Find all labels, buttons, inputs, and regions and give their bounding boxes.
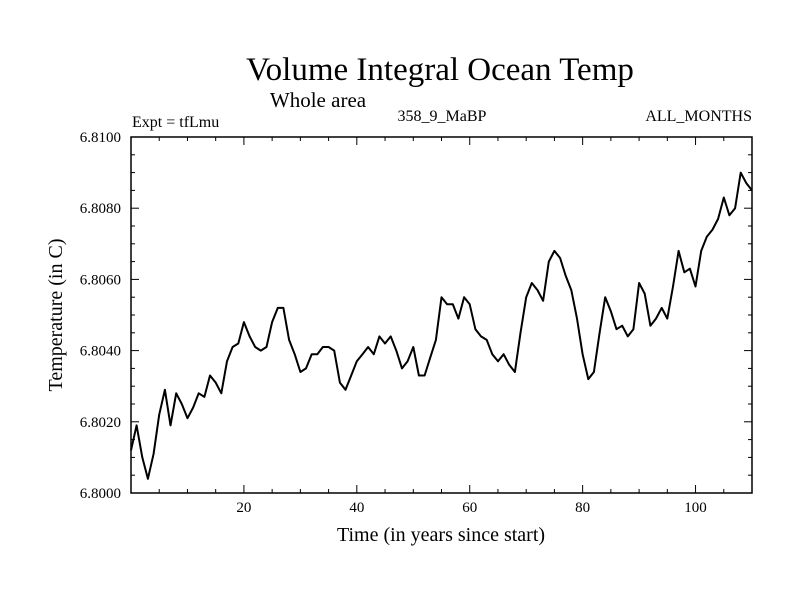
y-tick-label: 6.8000 [80,486,121,502]
y-tick-label: 6.8100 [80,130,121,146]
x-axis-ticks: 20 40 60 80 100 [158,137,725,516]
x-tick-label: 80 [575,500,590,516]
x-tick-label: 40 [349,500,364,516]
plot-frame [130,136,753,494]
x-axis-label: Time (in years since start) [337,524,545,546]
months-label: ALL_MONTHS [645,108,752,125]
period-label: 358_9_MaBP [398,108,487,125]
y-axis-ticks: 6.8000 6.8020 6.8040 6.8060 6.8080 6.8100 [80,130,752,502]
temperature-series-line [130,171,753,480]
chart-subtitle: Whole area [270,88,367,112]
experiment-label: Expt = tfLmu [132,114,219,131]
x-tick-label: 100 [684,500,707,516]
y-tick-label: 6.8020 [80,415,121,431]
y-tick-label: 6.8040 [80,344,121,360]
y-tick-label: 6.8080 [80,201,121,217]
y-tick-label: 6.8060 [80,272,121,288]
x-tick-label: 20 [236,500,251,516]
y-axis-label: Temperature (in C) [45,239,67,392]
x-tick-label: 60 [462,500,477,516]
chart-title: Volume Integral Ocean Temp [246,52,634,88]
